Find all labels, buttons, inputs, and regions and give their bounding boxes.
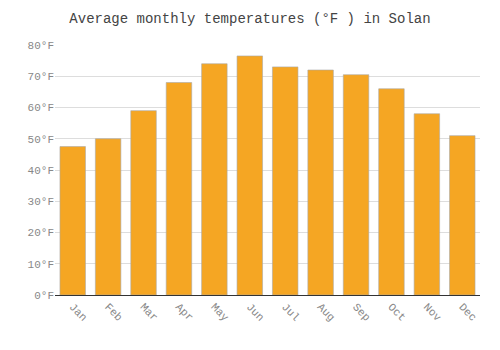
- svg-text:Jan: Jan: [67, 301, 89, 323]
- svg-text:Oct: Oct: [385, 301, 407, 323]
- svg-text:0°F: 0°F: [34, 290, 54, 302]
- svg-text:Dec: Dec: [456, 301, 478, 323]
- svg-text:Feb: Feb: [102, 301, 124, 323]
- svg-text:Apr: Apr: [173, 301, 195, 323]
- svg-text:20°F: 20°F: [28, 227, 54, 239]
- svg-text:Average monthly temperatures (: Average monthly temperatures (°F ) in So…: [69, 11, 430, 27]
- svg-text:40°F: 40°F: [28, 165, 54, 177]
- svg-text:Nov: Nov: [421, 301, 444, 324]
- svg-text:10°F: 10°F: [28, 259, 54, 271]
- svg-text:Jun: Jun: [244, 301, 266, 323]
- svg-text:Mar: Mar: [138, 301, 160, 323]
- svg-text:70°F: 70°F: [28, 71, 54, 83]
- svg-text:May: May: [208, 301, 231, 324]
- svg-text:30°F: 30°F: [28, 196, 54, 208]
- svg-text:Sep: Sep: [350, 301, 372, 323]
- svg-text:60°F: 60°F: [28, 102, 54, 114]
- svg-text:Jul: Jul: [279, 301, 301, 323]
- svg-text:50°F: 50°F: [28, 134, 54, 146]
- svg-text:Aug: Aug: [315, 301, 337, 323]
- svg-text:80°F: 80°F: [28, 40, 54, 52]
